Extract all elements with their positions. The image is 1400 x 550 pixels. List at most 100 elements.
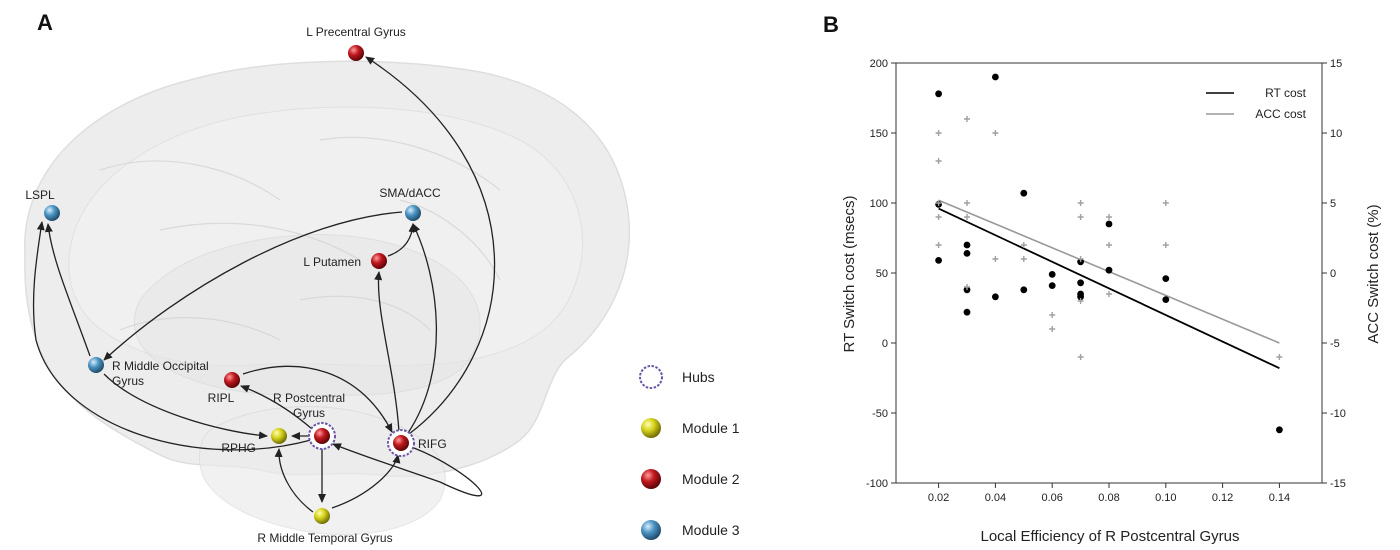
node-label-rifg: RIFG bbox=[418, 437, 447, 451]
rt-cost-point bbox=[935, 257, 942, 264]
x-tick-label: 0.14 bbox=[1269, 492, 1290, 504]
node-label-rmog: R Middle Occipital Gyrus bbox=[112, 359, 209, 388]
legend-label: ACC cost bbox=[1255, 107, 1306, 121]
x-tick-label: 0.08 bbox=[1098, 492, 1119, 504]
edge-rmtg-rphg bbox=[274, 448, 314, 513]
y2-tick-label: -15 bbox=[1330, 478, 1346, 490]
node-rmtg: R Middle Temporal Gyrus bbox=[257, 508, 393, 545]
y-tick-label: 100 bbox=[870, 198, 888, 210]
chart-legend: RT cost ACC cost bbox=[1206, 86, 1307, 121]
node-label-rpostcentral: R Postcentral Gyrus bbox=[273, 391, 345, 420]
rt-cost-point bbox=[1048, 271, 1056, 278]
node-label-lprecentral: L Precentral Gyrus bbox=[306, 25, 406, 39]
acc-cost-point bbox=[964, 116, 970, 122]
acc-cost-point bbox=[1106, 214, 1112, 220]
x-tick-label: 0.12 bbox=[1212, 492, 1233, 504]
module1-sphere-icon bbox=[641, 418, 661, 438]
network-edges bbox=[32, 56, 496, 513]
acc-cost-point bbox=[992, 130, 999, 136]
acc-cost-point bbox=[935, 214, 942, 220]
x-tick-label: 0.02 bbox=[928, 492, 949, 504]
module-legend: Hubs Module 1 Module 2 Module 3 bbox=[639, 365, 740, 540]
y2-tick-label: 15 bbox=[1330, 58, 1342, 70]
legend-label-module3: Module 3 bbox=[682, 522, 740, 538]
brain-network-diagram: L Precentral Gyrus LSPL SMA/dACC L Putamen R… bbox=[24, 25, 740, 545]
acc-cost-point bbox=[1162, 200, 1169, 206]
acc-cost-point bbox=[1077, 214, 1084, 220]
legend-item-module2: Module 2 bbox=[641, 469, 740, 489]
node-label-rphg: RPHG bbox=[221, 441, 256, 455]
edge-sma-rmog bbox=[103, 211, 403, 361]
module2-sphere-icon bbox=[641, 469, 661, 489]
legend-label-hubs: Hubs bbox=[682, 369, 715, 385]
acc-cost-point bbox=[1276, 354, 1283, 360]
hub-ring-icon bbox=[639, 365, 663, 389]
node-label-ripl: RIPL bbox=[208, 391, 235, 405]
node-rphg: RPHG bbox=[221, 428, 287, 455]
acc-cost-point bbox=[1162, 242, 1169, 248]
legend-label-module1: Module 1 bbox=[682, 420, 740, 436]
y-tick-label: 150 bbox=[870, 128, 888, 140]
edge-rmog-lspl bbox=[44, 223, 91, 357]
node-lprecentral: L Precentral Gyrus bbox=[306, 25, 406, 61]
module1-sphere-icon bbox=[314, 508, 330, 524]
edge-ripl-rifg bbox=[242, 365, 393, 433]
y-tick-label: 50 bbox=[876, 268, 888, 280]
acc-cost-point bbox=[964, 284, 970, 290]
edge-rmtg-rifg bbox=[331, 454, 401, 509]
edge-rpostcentral-ripl bbox=[240, 385, 313, 430]
module2-sphere-icon bbox=[371, 253, 387, 269]
acc-cost-point bbox=[1020, 242, 1027, 248]
rt-cost-point bbox=[1020, 286, 1028, 294]
panel-b-letter: B bbox=[823, 12, 839, 37]
y2-tick-label: -10 bbox=[1330, 408, 1346, 420]
rt-cost-point bbox=[1276, 426, 1283, 434]
rt-cost-point bbox=[992, 293, 999, 301]
node-label-rmtg: R Middle Temporal Gyrus bbox=[257, 531, 392, 545]
acc-cost-point bbox=[1020, 256, 1027, 262]
rt-cost-point bbox=[992, 73, 999, 81]
rt-cost-point bbox=[1048, 282, 1056, 289]
node-label-lspl: LSPL bbox=[25, 188, 55, 202]
x-tick-label: 0.10 bbox=[1155, 492, 1176, 504]
y-tick-label: 200 bbox=[870, 58, 888, 70]
edge-rmog-rphg bbox=[103, 373, 268, 440]
module3-sphere-icon bbox=[641, 520, 661, 540]
rt-cost-point bbox=[1077, 293, 1084, 301]
legend-item-module3: Module 3 bbox=[641, 520, 740, 540]
module1-sphere-icon bbox=[271, 428, 287, 444]
fit-line-rt-cost bbox=[938, 207, 1280, 370]
acc-cost-point bbox=[1106, 291, 1112, 297]
node-lspl: LSPL bbox=[25, 188, 60, 221]
legend-item-hubs: Hubs bbox=[639, 365, 715, 389]
rt-cost-point bbox=[1077, 279, 1084, 287]
rt-cost-point bbox=[1162, 296, 1170, 303]
module2-sphere-icon bbox=[224, 372, 240, 388]
rt-cost-point bbox=[963, 250, 971, 257]
acc-cost-point bbox=[1049, 326, 1056, 332]
legend-item-module1: Module 1 bbox=[641, 418, 740, 438]
node-rifg: RIFG bbox=[387, 429, 447, 457]
node-rpostcentral: R Postcentral Gyrus bbox=[273, 391, 345, 450]
y2-tick-label: 5 bbox=[1330, 198, 1336, 210]
network-nodes: L Precentral Gyrus LSPL SMA/dACC L Putamen R… bbox=[25, 25, 446, 545]
rt-cost-point bbox=[1020, 189, 1028, 197]
node-label-lputamen: L Putamen bbox=[303, 255, 361, 269]
y-tick-label: -50 bbox=[872, 408, 888, 420]
rt-cost-point bbox=[1105, 266, 1113, 274]
acc-cost-point bbox=[1077, 298, 1084, 304]
module2-sphere-icon bbox=[314, 428, 330, 444]
acc-cost-point bbox=[1077, 256, 1084, 262]
y2-axis-label: ACC Switch cost (%) bbox=[1365, 204, 1382, 343]
node-sma: SMA/dACC bbox=[379, 186, 441, 221]
module3-sphere-icon bbox=[88, 357, 104, 373]
node-rmog: R Middle Occipital Gyrus bbox=[88, 357, 209, 388]
brain-outline bbox=[24, 60, 631, 536]
x-tick-label: 0.06 bbox=[1041, 492, 1062, 504]
acc-cost-point bbox=[1077, 200, 1084, 206]
acc-cost-point bbox=[964, 214, 970, 220]
legend-label: RT cost bbox=[1265, 86, 1307, 100]
acc-cost-point bbox=[1106, 242, 1112, 248]
edge-rifg-lputamen bbox=[374, 271, 400, 433]
acc-cost-point bbox=[935, 242, 942, 248]
